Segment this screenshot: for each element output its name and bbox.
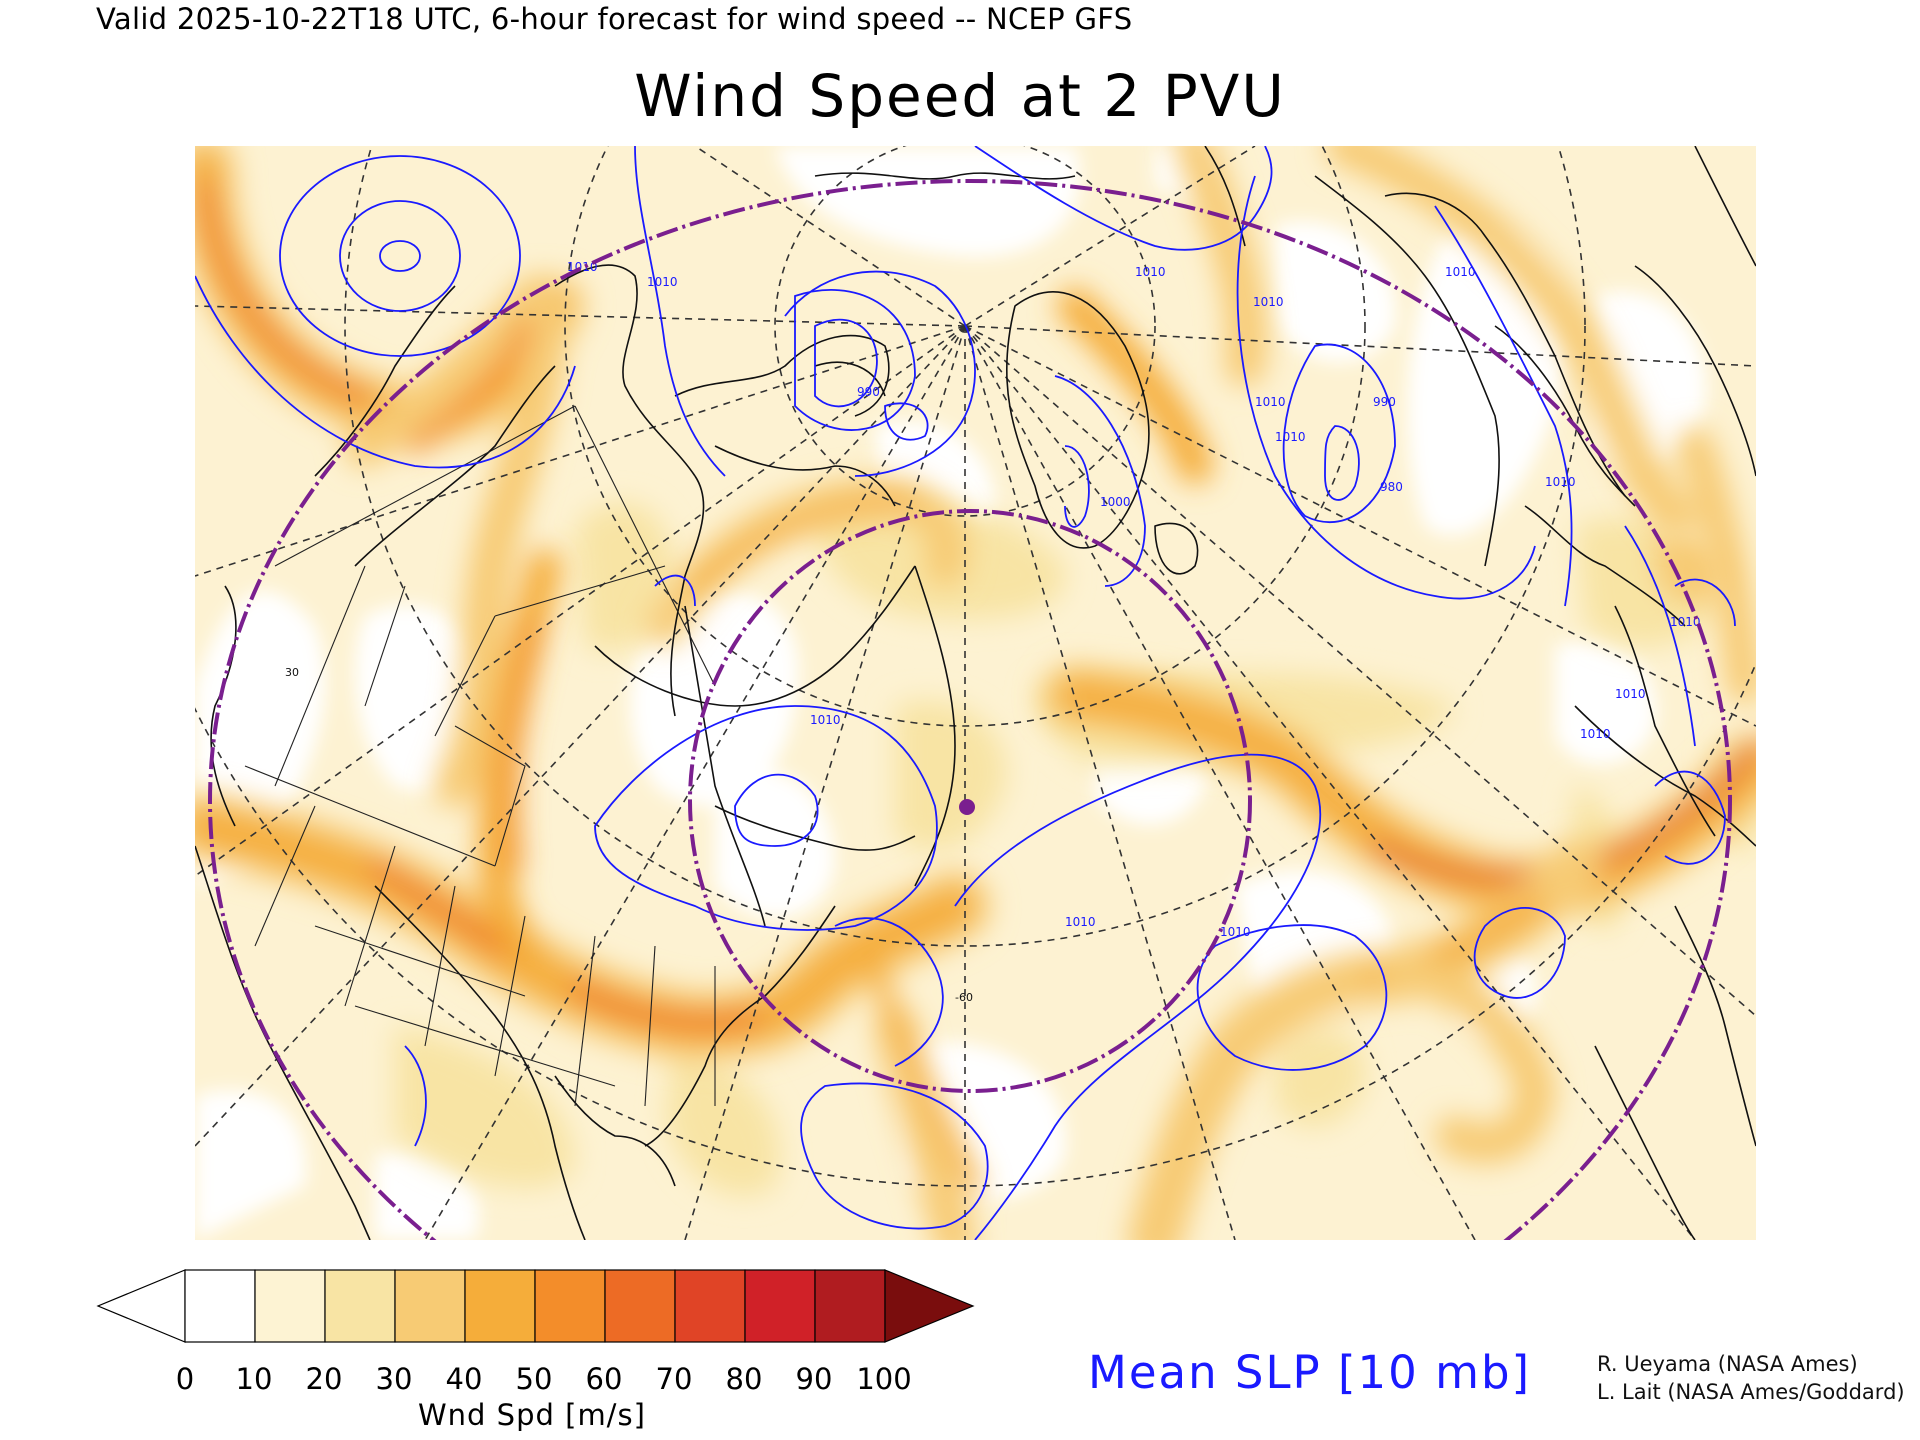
colorbar-tick: 50 [515, 1362, 553, 1396]
contour-label: 1010 [1545, 475, 1576, 489]
colorbar-segment [184, 1269, 256, 1343]
colorbar-segment [534, 1269, 606, 1343]
contour-label: 1010 [810, 713, 841, 727]
graticule-lines [195, 146, 1756, 1240]
colorbar-units-label: Wnd Spd [m/s] [418, 1398, 646, 1432]
colorbar-segment [394, 1269, 466, 1343]
graticule-label: 30 [285, 666, 299, 679]
graticule-label: -60 [955, 991, 973, 1004]
slp-contours [195, 146, 1736, 1240]
slp-contour-legend: Mean SLP [10 mb] [1088, 1346, 1532, 1399]
location-marker [959, 799, 975, 815]
contour-label: 1010 [1670, 615, 1701, 629]
colorbar-below-range-arrow [96, 1269, 186, 1343]
contour-label: 1010 [1255, 395, 1286, 409]
map-title: Wind Speed at 2 PVU [634, 62, 1286, 130]
colorbar-above-range-arrow [884, 1269, 975, 1343]
colorbar-tick: 80 [725, 1362, 763, 1396]
colorbar-tick: 40 [445, 1362, 483, 1396]
state-province-borders [244, 405, 716, 1107]
contour-label: 1010 [1220, 925, 1251, 939]
colorbar-segment [814, 1269, 886, 1343]
colorbar-tick: 30 [375, 1362, 413, 1396]
credit-line: R. Ueyama (NASA Ames) [1597, 1352, 1858, 1376]
contour-label: 1010 [1580, 727, 1611, 741]
slp-contour-labels: 1010 1010 1010 990 1010 1000 1010 990 98… [567, 260, 1701, 939]
colorbar-tick: 90 [795, 1362, 833, 1396]
colorbar-tick: 100 [856, 1362, 912, 1396]
contour-label: 1000 [1100, 495, 1131, 509]
colorbar-segment [744, 1269, 816, 1343]
credit-line: L. Lait (NASA Ames/Goddard) [1597, 1380, 1905, 1404]
contour-label: 1010 [1065, 915, 1096, 929]
colorbar-segment [254, 1269, 326, 1343]
valid-time-caption: Valid 2025-10-22T18 UTC, 6-hour forecast… [96, 2, 1133, 36]
colorbar-tick: 60 [585, 1362, 623, 1396]
contour-label: 1010 [1135, 265, 1166, 279]
graticule-labels: 30 -60 [285, 666, 973, 1004]
contour-label: 1010 [647, 275, 678, 289]
colorbar-tick: 10 [235, 1362, 273, 1396]
contour-label: 990 [1373, 395, 1396, 409]
colorbar-tick: 0 [175, 1362, 195, 1396]
contour-label: 1010 [1615, 687, 1646, 701]
colorbar-tick: 20 [305, 1362, 343, 1396]
contour-label: 990 [857, 385, 880, 399]
range-rings [208, 179, 1732, 1240]
contour-label: 1010 [1253, 295, 1284, 309]
colorbar-segment [464, 1269, 536, 1343]
contour-label: 980 [1380, 480, 1403, 494]
contour-label: 1010 [1275, 430, 1306, 444]
wind-speed-colorbar [96, 1269, 975, 1343]
colorbar-segment [324, 1269, 396, 1343]
colorbar-segment [604, 1269, 676, 1343]
contour-label: 1010 [1445, 265, 1476, 279]
colorbar-segment [674, 1269, 746, 1343]
colorbar-tick: 70 [655, 1362, 693, 1396]
jet-stream-bands [195, 146, 1756, 1240]
wind-speed-map: 1010 1010 1010 990 1010 1000 1010 990 98… [195, 146, 1756, 1240]
